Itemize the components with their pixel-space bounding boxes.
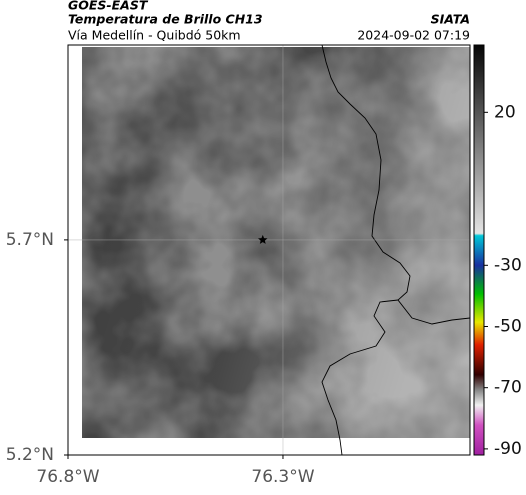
colorbar-tick-label: 20 (494, 102, 516, 122)
x-tick-label: 76.3°W (251, 467, 314, 487)
border (321, 299, 399, 455)
colorbar-tick-label: -90 (494, 439, 522, 459)
map-frame (67, 44, 471, 456)
timestamp: 2024-09-02 07:19 (357, 28, 470, 43)
raster-shade (82, 47, 470, 438)
y-tick-label: 5.7°N (6, 230, 54, 250)
subtitle: Temperatura de Brillo CH13 (68, 12, 263, 27)
coastline (321, 45, 470, 325)
y-tick-label: 5.2°N (6, 445, 54, 465)
x-tick-label: 76.8°W (36, 467, 99, 487)
region: Vía Medellín - Quibdó 50km (68, 28, 241, 43)
colorbar-tick-label: -50 (494, 316, 522, 336)
colorbar (473, 44, 485, 456)
raster (82, 45, 470, 455)
colorbar-tick-label: -70 (494, 378, 522, 398)
colorbar-tick-label: -30 (494, 255, 522, 275)
location-marker (258, 234, 268, 244)
title: GOES-EAST (68, 0, 149, 13)
source: SIATA (431, 12, 470, 27)
